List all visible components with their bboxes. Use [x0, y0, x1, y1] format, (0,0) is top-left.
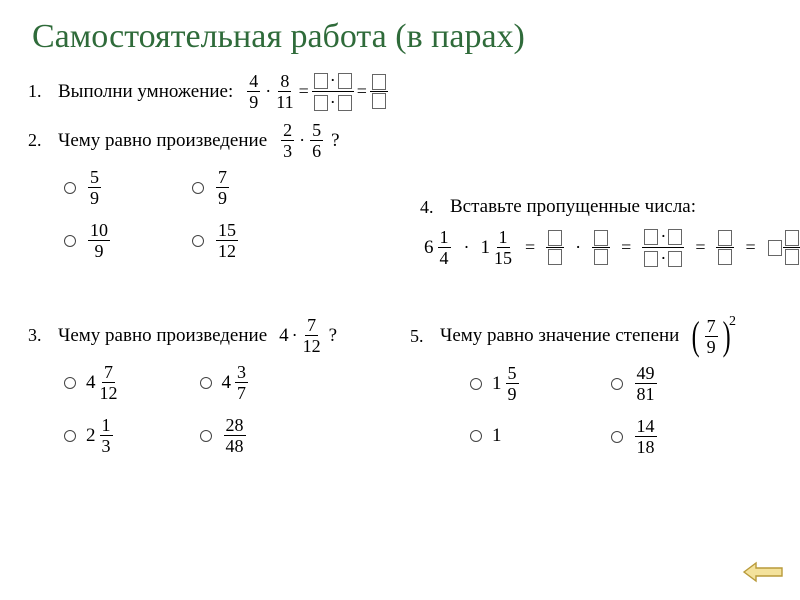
q4-box-2: [592, 229, 610, 266]
equals-icon: =: [745, 237, 755, 258]
q4-box-3: · ·: [642, 226, 684, 269]
q4-expression: 6 14 · 1 115 = · = · · =: [424, 226, 780, 269]
q5-text: Чему равно значение степени: [440, 325, 679, 347]
radio-icon: [200, 377, 212, 389]
question-5: 5. Чему равно значение степени ( 79 ) 2 …: [410, 310, 790, 466]
dot-icon: ·: [575, 237, 581, 258]
q1-frac-2: 8 11: [276, 72, 293, 111]
radio-icon: [470, 430, 482, 442]
q4-number: 4.: [420, 197, 442, 218]
q5-expression: ( 79 ) 2: [689, 316, 740, 356]
dot-icon: ·: [292, 325, 298, 346]
equals-icon: =: [525, 237, 535, 258]
left-paren-icon: (: [692, 316, 700, 356]
slide: Самостоятельная работа (в парах) 1. Выпо…: [0, 0, 800, 600]
q5-options: 1 59 1 4981 1418: [470, 364, 790, 456]
q1-box-frac-1: · ·: [312, 70, 354, 113]
q2-option-b[interactable]: 79: [192, 168, 240, 207]
dot-icon: ·: [265, 81, 271, 102]
q3-option-a[interactable]: 4 712: [64, 363, 120, 402]
q2-frac-1: 2 3: [281, 121, 294, 160]
q2-qmark: ?: [331, 130, 339, 152]
radio-icon: [611, 378, 623, 390]
q3-expression: 4 · 712 ?: [279, 316, 337, 355]
q3-option-b[interactable]: 4 37: [200, 363, 251, 402]
page-title: Самостоятельная работа (в парах): [32, 18, 772, 56]
q2-frac-2: 5 6: [310, 121, 323, 160]
q4-box-4: [716, 229, 734, 266]
radio-icon: [192, 182, 204, 194]
q3-option-c[interactable]: 2 13: [64, 416, 120, 455]
q2-option-a[interactable]: 59: [64, 168, 112, 207]
q1-box-frac-2: [370, 73, 388, 110]
question-1: 1. Выполни умножение: 4 9 · 8 11 = · · =: [28, 70, 772, 113]
equals-icon: =: [695, 237, 705, 258]
question-4: 4. Вставьте пропущенные числа: 6 14 · 1 …: [420, 190, 780, 277]
question-3: 3. Чему равно произведение 4 · 712 ? 4 7…: [28, 310, 448, 465]
q1-frac-1: 4 9: [247, 72, 260, 111]
arrow-left-icon: [742, 561, 784, 583]
radio-icon: [64, 182, 76, 194]
q5-option-a[interactable]: 1 59: [470, 364, 521, 403]
radio-icon: [470, 378, 482, 390]
q4-text: Вставьте пропущенные числа:: [450, 196, 696, 218]
q2-expression: 2 3 · 5 6 ?: [279, 121, 339, 160]
q5-option-d[interactable]: 1418: [611, 417, 659, 456]
q3-number: 3.: [28, 325, 50, 346]
q2-number: 2.: [28, 130, 50, 151]
q4-box-1: [546, 229, 564, 266]
equals-icon: =: [357, 81, 367, 102]
q3-option-d[interactable]: 2848: [200, 416, 251, 455]
radio-icon: [64, 235, 76, 247]
q4-box-5: [767, 229, 800, 266]
q5-exponent: 2: [729, 314, 736, 330]
q5-option-b[interactable]: 4981: [611, 364, 659, 403]
q3-text: Чему равно произведение: [58, 325, 267, 347]
radio-icon: [192, 235, 204, 247]
radio-icon: [64, 377, 76, 389]
q2-text: Чему равно произведение: [58, 130, 267, 152]
q5-option-c[interactable]: 1: [470, 417, 521, 455]
q5-number: 5.: [410, 326, 432, 347]
q3-options: 4 712 2 13 4 37: [64, 363, 448, 455]
q1-expression: 4 9 · 8 11 = · · =: [245, 70, 388, 113]
equals-icon: =: [621, 237, 631, 258]
dot-icon: ·: [464, 237, 470, 258]
radio-icon: [64, 430, 76, 442]
back-arrow-button[interactable]: [742, 561, 784, 588]
dot-icon: ·: [299, 130, 305, 151]
q1-text: Выполни умножение:: [58, 81, 233, 103]
radio-icon: [200, 430, 212, 442]
equals-icon: =: [299, 81, 309, 102]
q2-option-d[interactable]: 1512: [192, 221, 240, 260]
q1-number: 1.: [28, 81, 50, 102]
q2-option-c[interactable]: 109: [64, 221, 112, 260]
radio-icon: [611, 431, 623, 443]
